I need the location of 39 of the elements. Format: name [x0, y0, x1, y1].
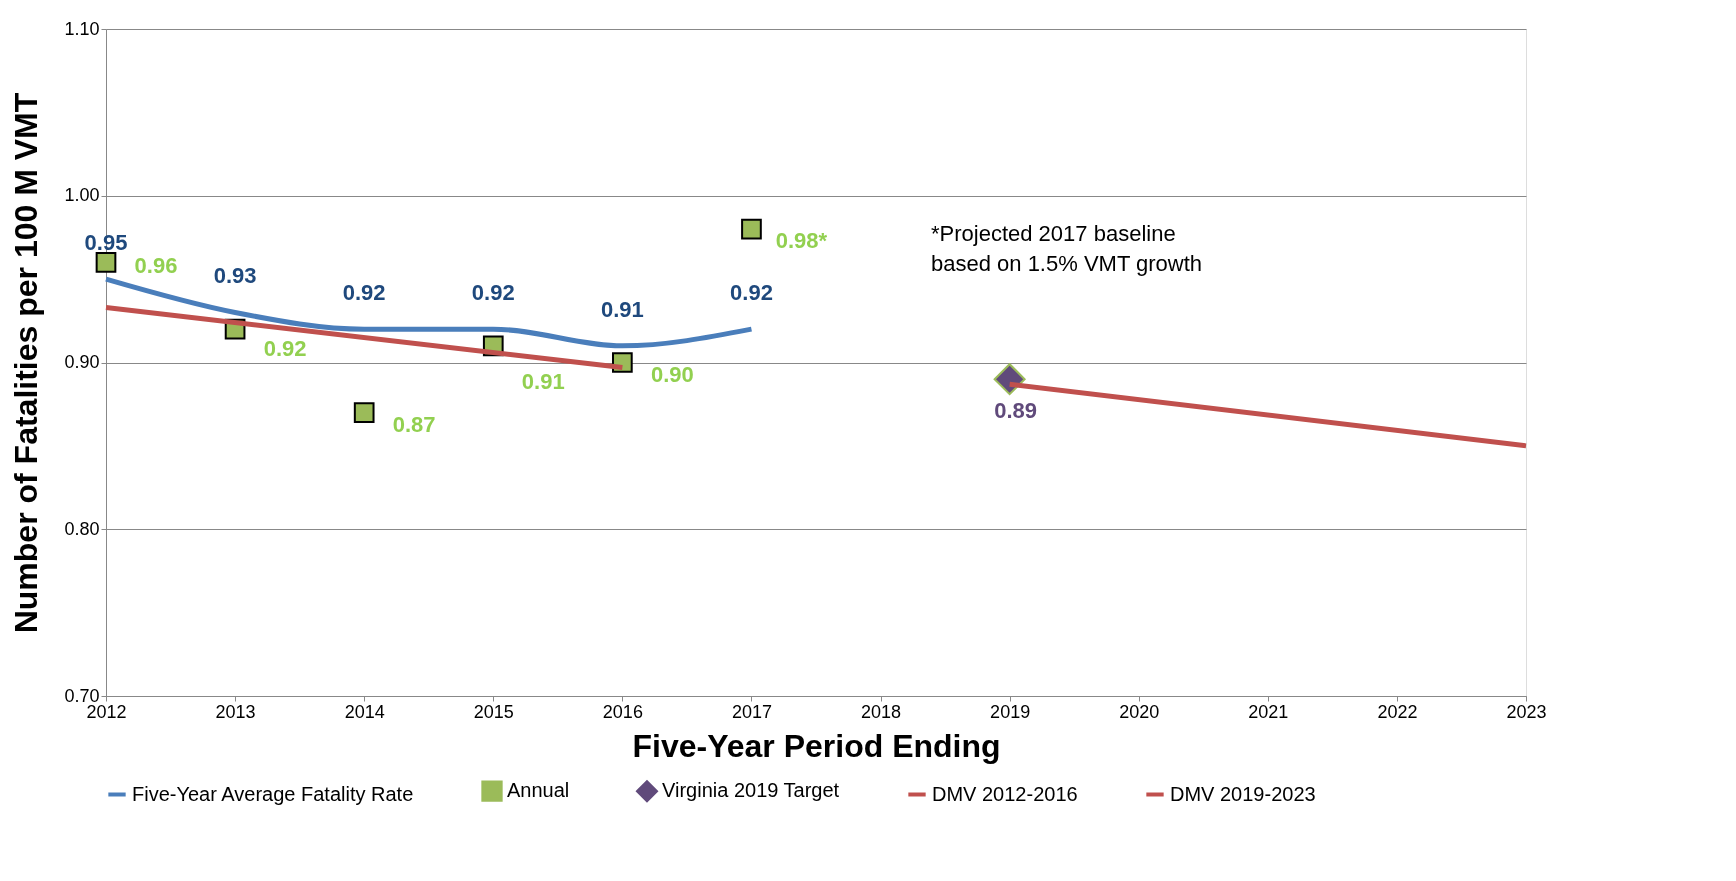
- data-label: 0.89: [994, 398, 1038, 424]
- point: [95, 252, 117, 273]
- data-label: 0.96: [134, 253, 178, 279]
- legend-label: DMV 2019-2023: [1170, 782, 1316, 805]
- legend-label: Annual: [507, 779, 570, 802]
- x-tick-label: 2021: [1248, 701, 1289, 722]
- x-tick-label: 2023: [1506, 701, 1547, 722]
- x-tick-label: 2017: [731, 701, 772, 722]
- data-label: 0.92: [342, 280, 386, 306]
- data-label: 0.98*: [775, 228, 828, 254]
- data-label: 0.87: [392, 411, 436, 437]
- data-label: 0.91: [521, 368, 565, 394]
- x-tick-label: 2014: [344, 701, 385, 722]
- annotation: *Projected 2017 baseline based on 1.5% VMT growth: [931, 221, 1203, 276]
- data-label: 0.93: [213, 263, 257, 289]
- x-tick-label: 2013: [215, 701, 256, 722]
- data-label: 0.92: [730, 280, 773, 306]
- y-tick-label: 0.80: [64, 518, 100, 539]
- x-tick-label: 2019: [990, 701, 1031, 722]
- data-label: 0.90: [650, 361, 694, 387]
- data-label: 0.95: [84, 230, 128, 256]
- x-tick-label: 2018: [861, 701, 902, 722]
- y-tick-label: 1.00: [64, 185, 100, 206]
- point: [353, 402, 375, 423]
- x-tick-label: 2022: [1377, 701, 1418, 722]
- x-tick-label: 2016: [602, 701, 643, 722]
- data-label: 0.92: [263, 336, 307, 362]
- x-axis-title: Five-Year Period Ending: [632, 727, 1001, 764]
- x-tick-label: 2020: [1119, 701, 1160, 722]
- data-label: 0.91: [600, 296, 644, 322]
- point: [741, 218, 762, 240]
- legend-label: Five-Year Average Fatality Rate: [132, 782, 414, 805]
- data-label: 0.92: [471, 280, 515, 306]
- y-tick-label: 0.90: [64, 352, 100, 372]
- y-tick-label: 1.10: [64, 18, 100, 39]
- x-tick-label: 2015: [473, 701, 514, 722]
- y-axis-title: Number of Fatalities per 100 M VMT: [8, 92, 45, 634]
- legend-label: DMV 2012-2016: [932, 782, 1078, 805]
- legend-label: Virginia 2019 Target: [662, 779, 840, 802]
